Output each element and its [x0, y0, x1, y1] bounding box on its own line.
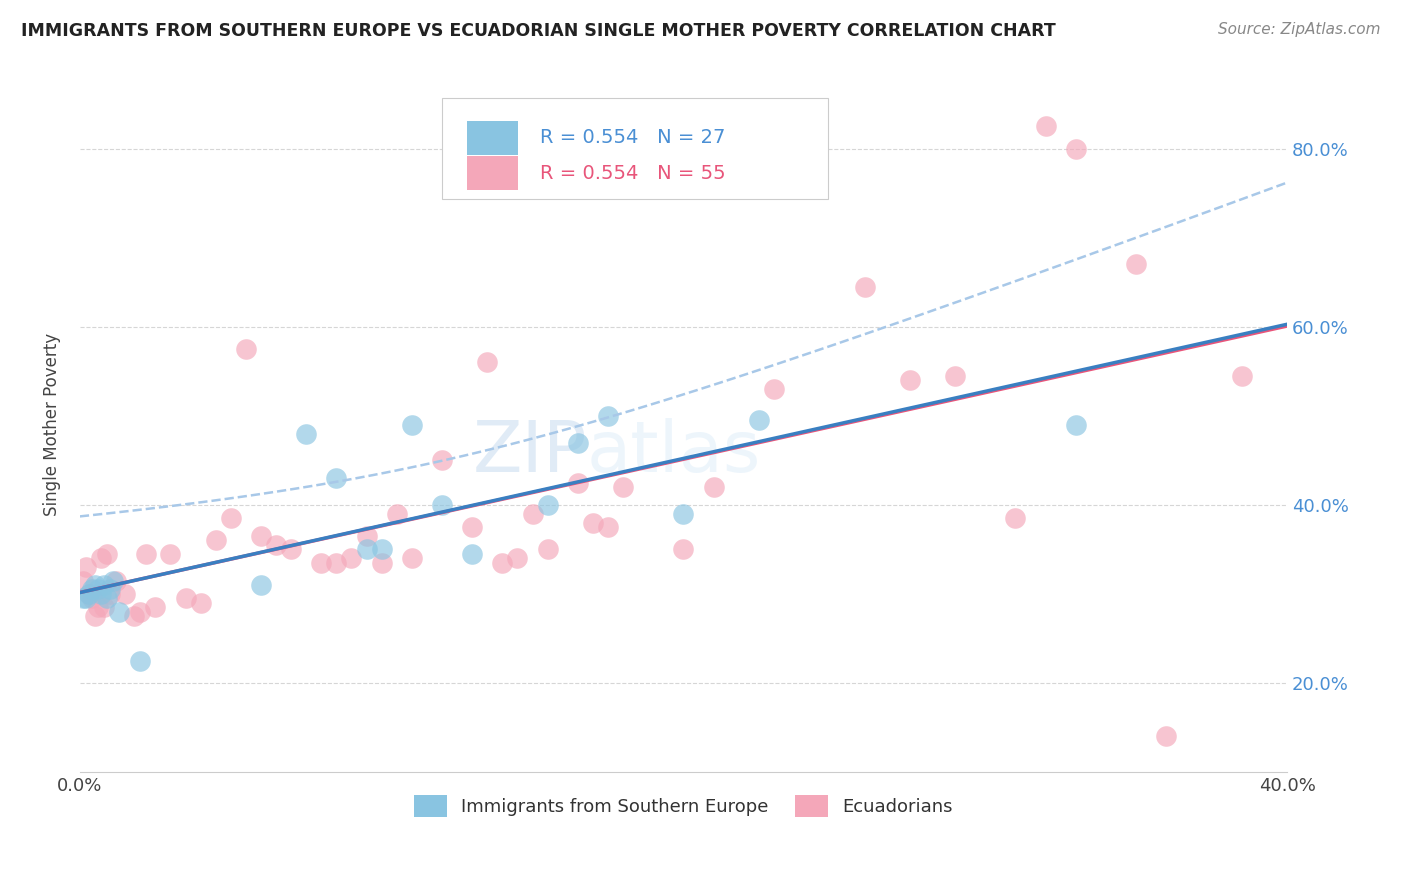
Point	[77, 587, 100, 601]
Text: R = 0.554   N = 55: R = 0.554 N = 55	[540, 163, 725, 183]
Point	[190, 596, 212, 610]
Point	[72, 574, 94, 588]
Point	[672, 542, 695, 557]
Point	[1064, 417, 1087, 432]
Point	[295, 426, 318, 441]
Point	[461, 520, 484, 534]
Point	[105, 574, 128, 588]
Point	[1125, 257, 1147, 271]
Point	[129, 654, 152, 668]
Text: atlas: atlas	[586, 418, 761, 487]
Point	[235, 342, 257, 356]
Point	[567, 435, 589, 450]
Point	[98, 587, 121, 601]
Point	[1035, 120, 1057, 134]
Point	[1004, 511, 1026, 525]
Point	[325, 471, 347, 485]
Point	[340, 551, 363, 566]
Point	[491, 556, 513, 570]
Point	[219, 511, 242, 525]
Text: IMMIGRANTS FROM SOUTHERN EUROPE VS ECUADORIAN SINGLE MOTHER POVERTY CORRELATION : IMMIGRANTS FROM SOUTHERN EUROPE VS ECUAD…	[21, 22, 1056, 40]
Point	[80, 591, 103, 606]
Point	[159, 547, 181, 561]
Point	[461, 547, 484, 561]
Legend: Immigrants from Southern Europe, Ecuadorians: Immigrants from Southern Europe, Ecuador…	[406, 788, 960, 824]
Point	[477, 355, 499, 369]
Point	[87, 600, 110, 615]
Point	[430, 453, 453, 467]
Point	[763, 382, 786, 396]
Point	[537, 542, 560, 557]
Point	[370, 542, 392, 557]
Point	[90, 551, 112, 566]
Point	[1064, 142, 1087, 156]
Point	[612, 480, 634, 494]
FancyBboxPatch shape	[467, 156, 517, 190]
Point	[93, 578, 115, 592]
Point	[96, 591, 118, 606]
Point	[401, 417, 423, 432]
Point	[129, 605, 152, 619]
Point	[853, 279, 876, 293]
Point	[90, 587, 112, 601]
Point	[84, 578, 107, 592]
Point	[80, 582, 103, 597]
Point	[122, 609, 145, 624]
Point	[174, 591, 197, 606]
Point	[401, 551, 423, 566]
Point	[72, 591, 94, 606]
Point	[84, 609, 107, 624]
Point	[943, 368, 966, 383]
Point	[582, 516, 605, 530]
Point	[748, 413, 770, 427]
FancyBboxPatch shape	[467, 121, 517, 154]
Point	[114, 587, 136, 601]
Point	[506, 551, 529, 566]
Text: ZIP: ZIP	[472, 418, 586, 487]
Point	[108, 605, 131, 619]
FancyBboxPatch shape	[441, 98, 828, 199]
Point	[567, 475, 589, 490]
Point	[596, 409, 619, 423]
Point	[672, 507, 695, 521]
Point	[356, 542, 378, 557]
Point	[1230, 368, 1253, 383]
Y-axis label: Single Mother Poverty: Single Mother Poverty	[44, 333, 60, 516]
Point	[522, 507, 544, 521]
Point	[596, 520, 619, 534]
Point	[77, 587, 100, 601]
Point	[98, 582, 121, 597]
Point	[87, 582, 110, 597]
Point	[250, 578, 273, 592]
Point	[370, 556, 392, 570]
Text: Source: ZipAtlas.com: Source: ZipAtlas.com	[1218, 22, 1381, 37]
Point	[93, 600, 115, 615]
Point	[75, 560, 97, 574]
Point	[135, 547, 157, 561]
Text: R = 0.554   N = 27: R = 0.554 N = 27	[540, 128, 725, 147]
Point	[143, 600, 166, 615]
Point	[75, 591, 97, 606]
Point	[96, 547, 118, 561]
Point	[1156, 730, 1178, 744]
Point	[356, 529, 378, 543]
Point	[537, 498, 560, 512]
Point	[250, 529, 273, 543]
Point	[325, 556, 347, 570]
Point	[430, 498, 453, 512]
Point	[311, 556, 333, 570]
Point	[101, 574, 124, 588]
Point	[703, 480, 725, 494]
Point	[280, 542, 302, 557]
Point	[264, 538, 287, 552]
Point	[204, 533, 226, 548]
Point	[898, 373, 921, 387]
Point	[385, 507, 408, 521]
